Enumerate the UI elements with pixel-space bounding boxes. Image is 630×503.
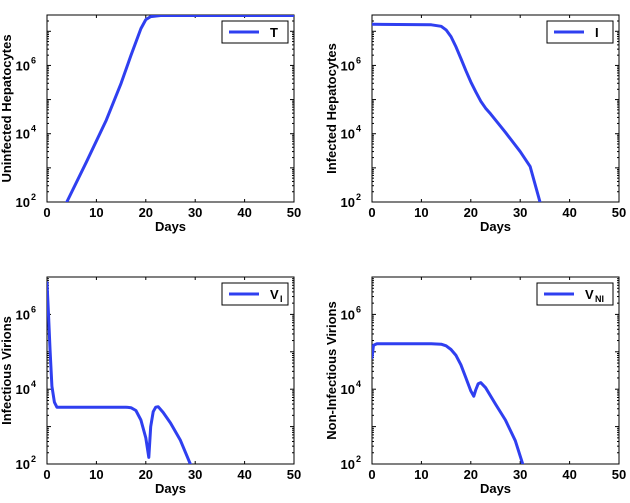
x-axis-label: Days bbox=[155, 481, 186, 496]
x-tick-label: 50 bbox=[287, 205, 301, 220]
y-tick-exponent: 2 bbox=[356, 192, 361, 202]
axes-frame bbox=[371, 276, 620, 465]
y-tick-exponent: 6 bbox=[356, 304, 361, 314]
x-tick-label: 0 bbox=[368, 467, 375, 482]
legend-label-subscript: I bbox=[280, 294, 283, 304]
y-tick-exponent: 2 bbox=[31, 192, 36, 202]
y-tick-label: 10 bbox=[341, 195, 355, 210]
x-tick-label: 30 bbox=[513, 467, 527, 482]
series-line-t bbox=[65, 15, 294, 202]
y-tick-exponent: 4 bbox=[31, 124, 36, 134]
x-tick-label: 0 bbox=[43, 205, 50, 220]
y-axis-label: Non-Infectious Virions bbox=[324, 301, 339, 439]
x-tick-label: 10 bbox=[414, 467, 428, 482]
legend-label: V bbox=[585, 287, 594, 302]
axes-frame bbox=[371, 14, 620, 203]
y-tick-exponent: 6 bbox=[356, 55, 361, 65]
x-tick-label: 10 bbox=[414, 205, 428, 220]
x-tick-label: 40 bbox=[562, 205, 576, 220]
x-tick-label: 20 bbox=[139, 467, 153, 482]
x-tick-label: 50 bbox=[612, 205, 626, 220]
x-tick-label: 40 bbox=[237, 205, 251, 220]
y-tick-exponent: 6 bbox=[31, 55, 36, 65]
y-axis-label: Infectious Virions bbox=[0, 316, 14, 425]
legend-box bbox=[536, 282, 614, 306]
x-tick-label: 50 bbox=[612, 467, 626, 482]
x-tick-label: 40 bbox=[562, 467, 576, 482]
x-tick-label: 50 bbox=[287, 467, 301, 482]
x-tick-label: 30 bbox=[188, 205, 202, 220]
y-tick-label: 10 bbox=[341, 307, 355, 322]
y-tick-exponent: 4 bbox=[356, 124, 361, 134]
y-tick-label: 10 bbox=[16, 457, 30, 472]
y-tick-exponent: 2 bbox=[31, 454, 36, 464]
x-tick-label: 30 bbox=[188, 467, 202, 482]
x-tick-label: 0 bbox=[368, 205, 375, 220]
series-line-i bbox=[372, 22, 542, 202]
y-tick-label: 10 bbox=[16, 58, 30, 73]
x-tick-label: 30 bbox=[513, 205, 527, 220]
y-tick-exponent: 6 bbox=[31, 304, 36, 314]
y-tick-label: 10 bbox=[341, 457, 355, 472]
y-tick-label: 10 bbox=[16, 127, 30, 142]
y-tick-exponent: 4 bbox=[356, 379, 361, 389]
y-axis-label: Uninfected Hepatocytes bbox=[0, 34, 14, 182]
x-tick-label: 10 bbox=[89, 205, 103, 220]
y-tick-label: 10 bbox=[341, 58, 355, 73]
x-tick-label: 20 bbox=[139, 205, 153, 220]
legend-label: I bbox=[595, 25, 599, 40]
x-axis-label: Days bbox=[480, 481, 511, 496]
y-tick-label: 10 bbox=[16, 307, 30, 322]
x-axis-label: Days bbox=[480, 219, 511, 234]
y-axis-label: Infected Hepatocytes bbox=[324, 43, 339, 174]
y-tick-exponent: 2 bbox=[356, 454, 361, 464]
legend-label-subscript: NI bbox=[595, 294, 604, 304]
x-tick-label: 10 bbox=[89, 467, 103, 482]
legend-label: T bbox=[270, 25, 278, 40]
y-tick-label: 10 bbox=[341, 127, 355, 142]
y-tick-label: 10 bbox=[16, 195, 30, 210]
x-tick-label: 0 bbox=[43, 467, 50, 482]
y-tick-exponent: 4 bbox=[31, 379, 36, 389]
y-tick-label: 10 bbox=[341, 382, 355, 397]
legend-label: V bbox=[270, 287, 279, 302]
x-tick-label: 20 bbox=[464, 205, 478, 220]
series-line-vni bbox=[372, 342, 525, 464]
x-tick-label: 40 bbox=[237, 467, 251, 482]
x-tick-label: 20 bbox=[464, 467, 478, 482]
x-axis-label: Days bbox=[155, 219, 186, 234]
y-tick-label: 10 bbox=[16, 382, 30, 397]
series-line-vi bbox=[47, 281, 192, 464]
axes-frame bbox=[46, 276, 295, 465]
